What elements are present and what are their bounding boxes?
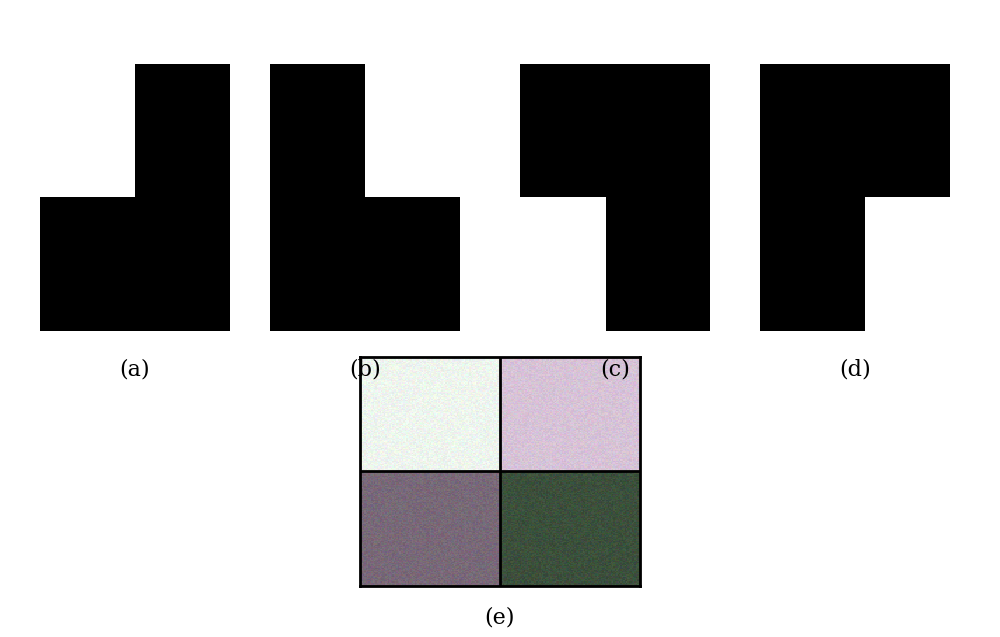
Bar [520,197,606,331]
Bar [864,197,950,331]
Text: (c): (c) [600,359,630,380]
Text: (d): (d) [839,359,871,380]
Text: (b): (b) [349,359,381,380]
Text: (e): (e) [485,607,515,629]
Bar [40,64,135,197]
Bar [365,64,460,197]
Text: (a): (a) [120,359,150,380]
